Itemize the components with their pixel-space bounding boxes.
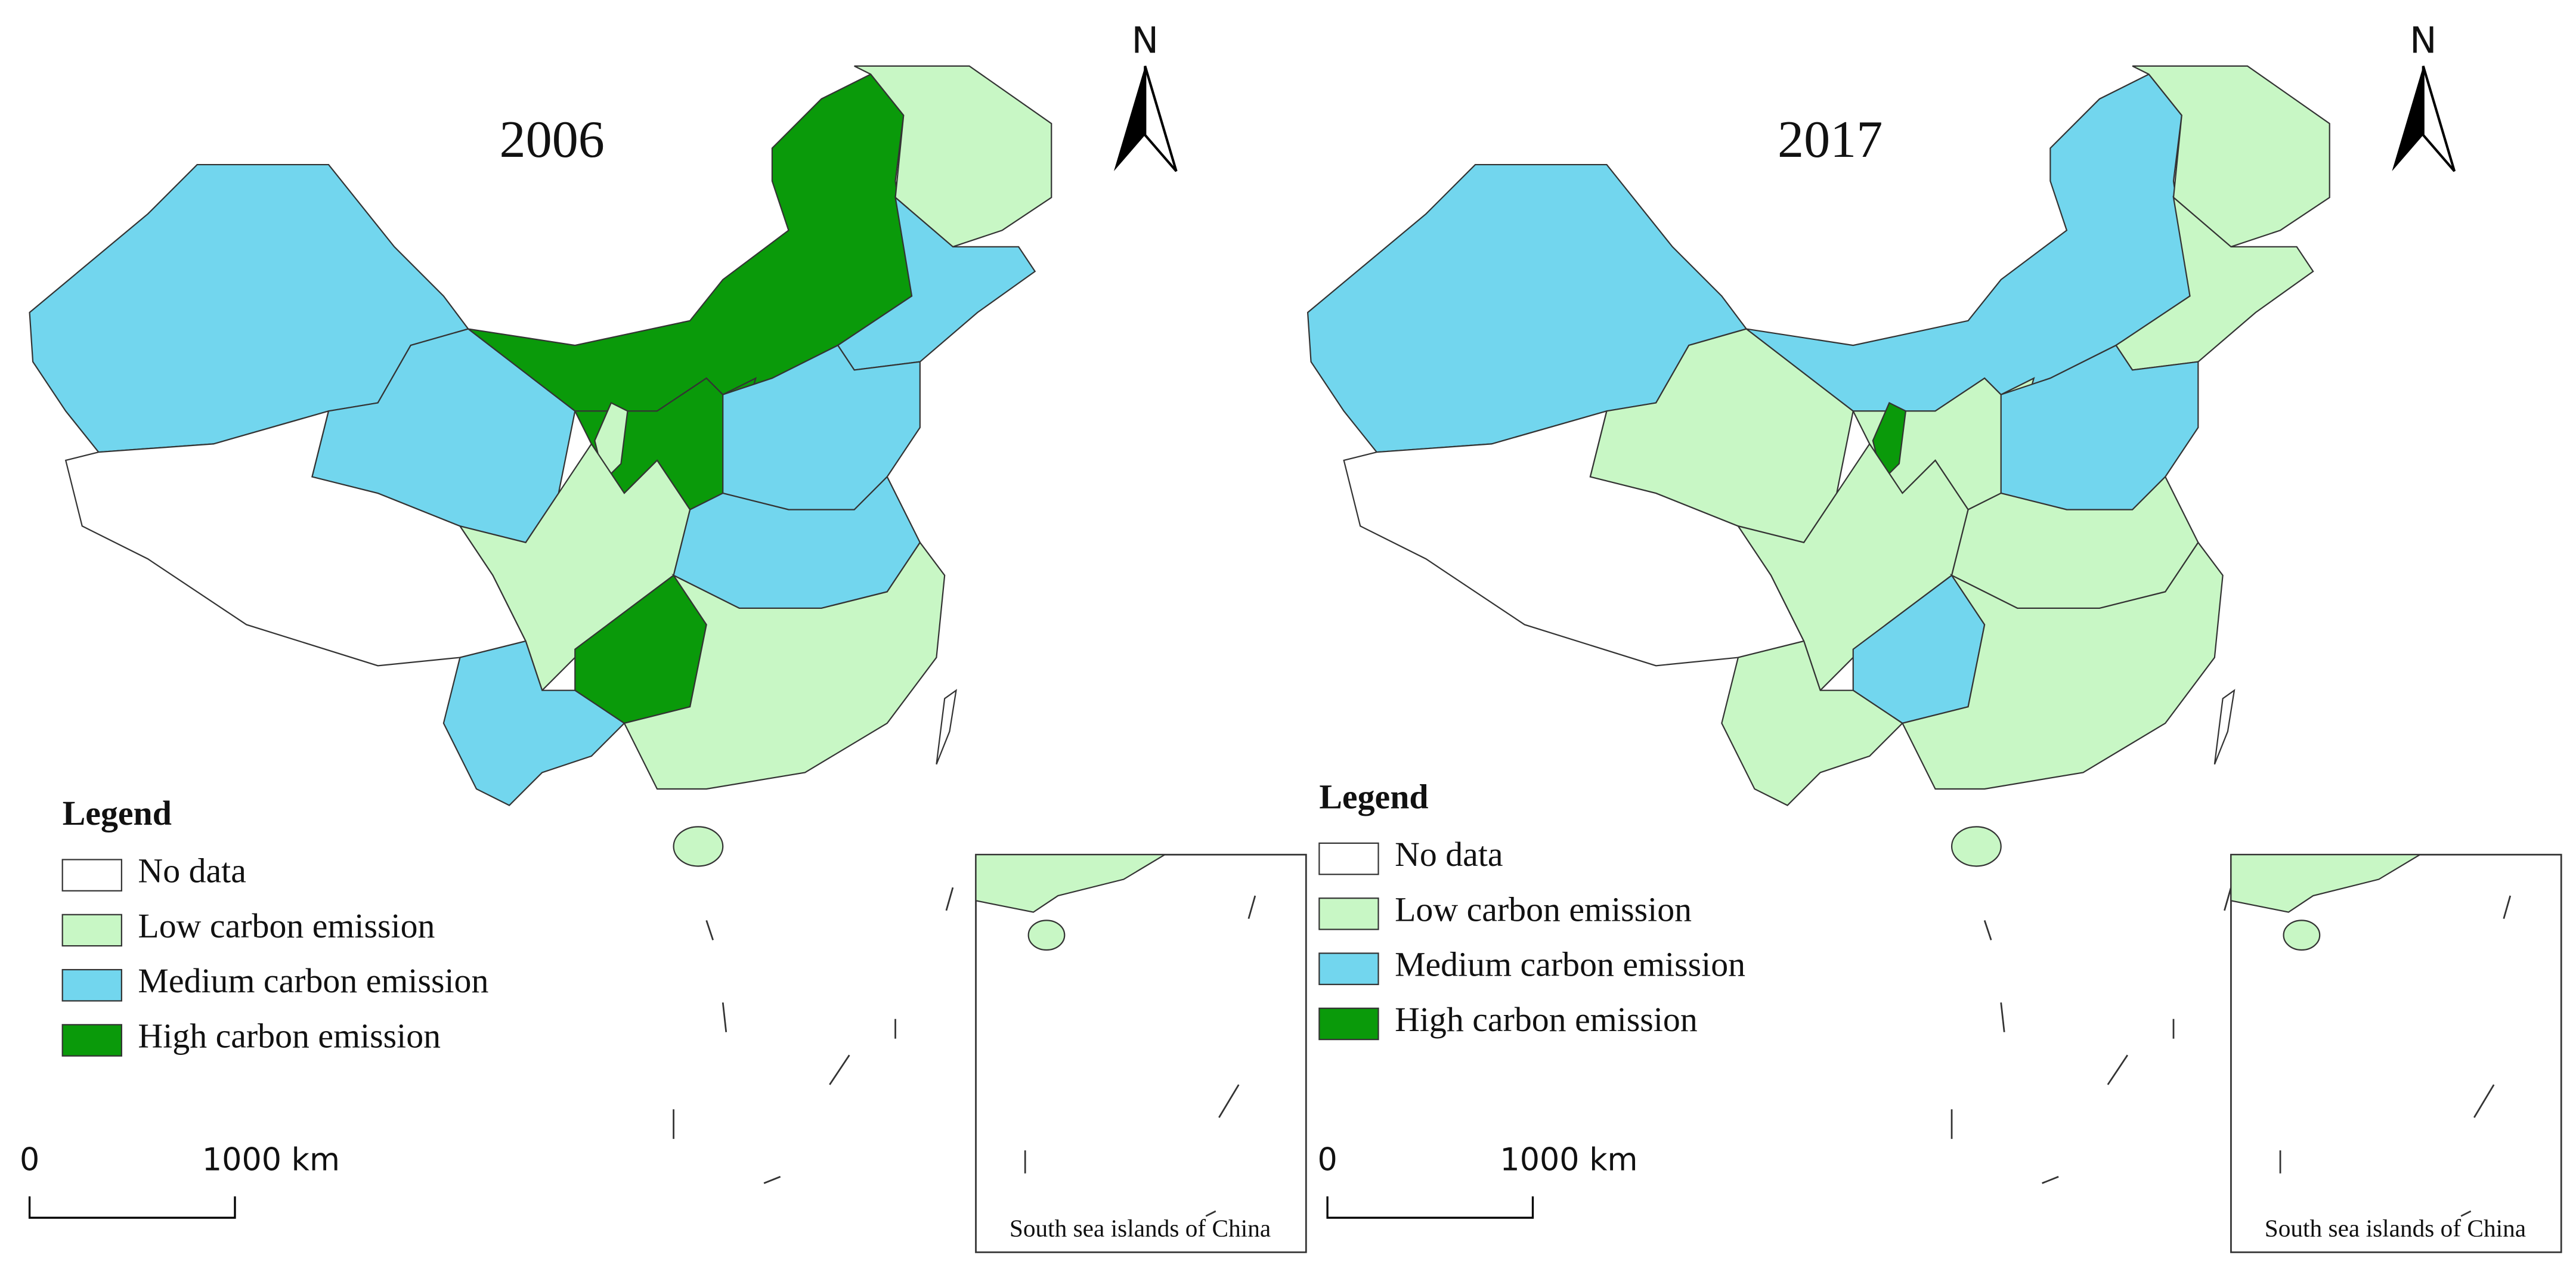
north-arrow <box>1113 66 1145 172</box>
inset-dash <box>1205 1210 1216 1217</box>
hainan <box>1950 826 2002 867</box>
inset-label: South sea islands of China <box>1010 1215 1271 1242</box>
boundary-dash <box>1983 920 1992 940</box>
legend-label: High carbon emission <box>1395 1000 1698 1039</box>
legend-swatch <box>1318 897 1379 930</box>
inset-frame <box>975 853 1307 1253</box>
region <box>1721 640 1904 806</box>
inset-dash <box>2460 1210 2472 1217</box>
legend-swatch <box>61 859 122 892</box>
legend-label: High carbon emission <box>138 1016 441 1055</box>
north-label: N <box>2410 20 2436 62</box>
north-arrow <box>1144 66 1178 172</box>
legend-swatch <box>1318 952 1379 985</box>
inset-frame <box>2230 853 2562 1253</box>
scale-bar <box>28 1196 236 1219</box>
taiwan <box>936 689 957 765</box>
legend-title: Legend <box>63 794 172 832</box>
inset-land <box>2230 854 2423 913</box>
north-arrow <box>2422 66 2456 172</box>
map-panel: 2017 N Legend No data Low carbon emission Med… <box>1306 20 2562 1253</box>
boundary-dash <box>945 887 954 911</box>
panel-title: 2017 <box>1778 110 1883 169</box>
legend-label: Low carbon emission <box>1395 890 1692 928</box>
inset-dash <box>1218 1084 1240 1118</box>
scale-end: 1000 km <box>202 1141 340 1178</box>
scale-end: 1000 km <box>1500 1141 1637 1178</box>
legend-swatch <box>61 914 122 947</box>
north-arrow <box>2392 66 2423 172</box>
region <box>1901 541 2224 790</box>
boundary-dash <box>763 1175 781 1184</box>
region <box>854 65 1052 248</box>
inset-land <box>975 854 1168 913</box>
boundary-dash <box>722 1002 727 1032</box>
legend-label: Medium carbon emission <box>1395 945 1745 984</box>
region <box>837 196 1036 371</box>
legend-label: No data <box>138 852 246 890</box>
hainan <box>673 826 724 867</box>
inset-dash <box>2503 895 2512 920</box>
scale-bar <box>1326 1196 1534 1219</box>
inset-label: South sea islands of China <box>2265 1215 2526 1242</box>
inset-hainan <box>1027 920 1066 951</box>
boundary-dash <box>705 920 714 940</box>
boundary-dash <box>2042 1175 2059 1184</box>
inset-hainan <box>2283 920 2321 951</box>
inset-dash <box>2473 1084 2495 1118</box>
region <box>623 541 946 790</box>
boundary-dash <box>2224 887 2232 911</box>
region <box>442 640 626 806</box>
legend-label: Low carbon emission <box>138 906 435 945</box>
taiwan <box>2213 689 2236 765</box>
boundary-dash <box>829 1054 850 1085</box>
legend-swatch <box>1318 842 1379 875</box>
boundary-dash <box>2107 1054 2129 1085</box>
legend-label: No data <box>1395 835 1503 874</box>
region <box>2132 65 2330 248</box>
scale-start: 0 <box>1317 1141 1337 1178</box>
legend-swatch <box>61 1024 122 1057</box>
inset-dash <box>1247 895 1256 920</box>
legend-label: Medium carbon emission <box>138 961 488 1000</box>
legend-swatch <box>61 968 122 1002</box>
map-panel: 2006 N Legend No data Low carbon emission Med… <box>20 20 1307 1253</box>
scale-start: 0 <box>20 1141 39 1178</box>
panel-title: 2006 <box>500 110 605 169</box>
legend-swatch <box>1318 1007 1379 1041</box>
north-label: N <box>1132 20 1159 62</box>
boundary-dash <box>2000 1002 2005 1032</box>
legend-title: Legend <box>1319 778 1428 816</box>
region <box>2115 196 2314 371</box>
